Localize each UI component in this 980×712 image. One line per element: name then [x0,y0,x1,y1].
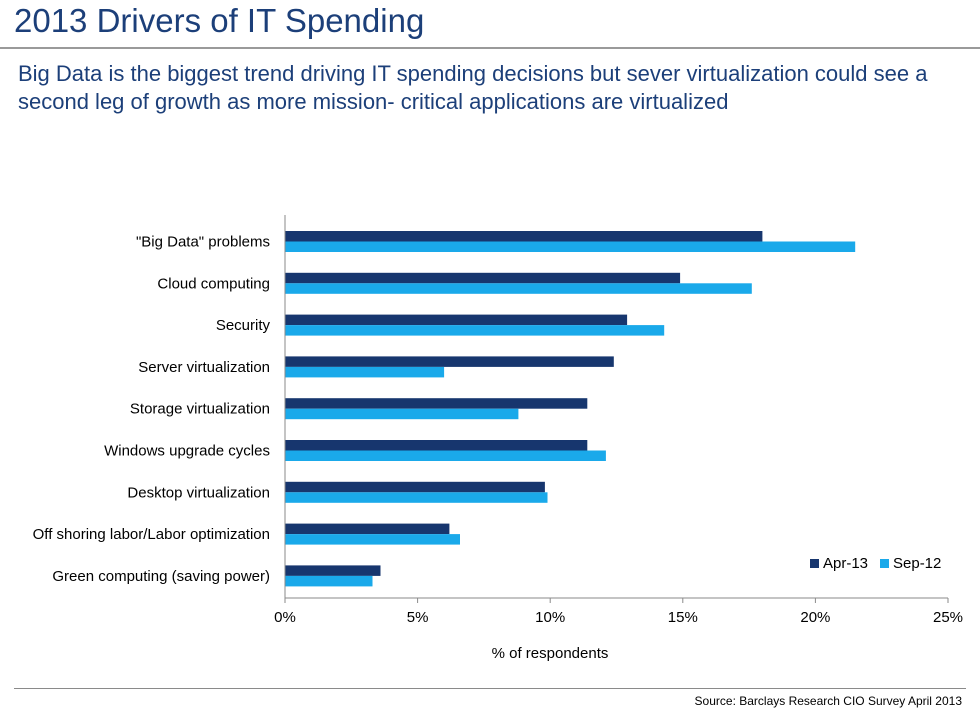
bar-apr-13-4 [285,398,588,409]
bar-sep-12-1 [285,283,752,294]
bar-apr-13-0 [285,231,763,242]
x-tick-label: 10% [535,609,565,626]
bar-sep-12-7 [285,534,460,545]
category-label: Cloud computing [157,275,270,292]
bar-sep-12-4 [285,408,519,420]
category-label: Windows upgrade cycles [104,443,270,460]
bar-sep-12-6 [285,492,548,503]
x-axis-title: % of respondents [492,645,609,662]
bar-sep-12-5 [285,450,606,461]
title-divider [0,47,980,49]
x-tick-label: 25% [933,609,963,626]
legend-label: Apr-13 [823,555,868,572]
footer-divider [14,688,966,689]
bar-apr-13-8 [285,565,381,576]
category-label: Desktop virtualization [127,484,270,501]
legend-swatch-apr-13 [810,559,819,568]
category-label: Storage virtualization [130,401,270,418]
bar-sep-12-3 [285,366,445,378]
source-note: Source: Barclays Research CIO Survey Apr… [694,694,962,708]
bar-sep-12-0 [285,241,856,252]
category-label: Security [216,317,271,334]
page-subtitle: Big Data is the biggest trend driving IT… [18,61,928,114]
category-label: Server virtualization [138,359,270,376]
category-label: Green computing (saving power) [52,568,270,585]
x-tick-label: 5% [407,609,429,626]
bar-apr-13-2 [285,314,628,326]
category-label: "Big Data" problems [136,234,270,251]
legend-swatch-sep-12 [880,559,889,568]
legend-label: Sep-12 [893,555,941,572]
bar-sep-12-2 [285,325,665,336]
page-title: 2013 Drivers of IT Spending [14,2,425,39]
bar-sep-12-8 [285,575,373,587]
x-tick-label: 15% [668,609,698,626]
bar-apr-13-1 [285,272,681,284]
bar-apr-13-5 [285,440,588,451]
x-tick-label: 20% [800,609,830,626]
category-label: Off shoring labor/Labor optimization [33,526,270,543]
bar-apr-13-3 [285,356,614,367]
bar-apr-13-6 [285,481,545,493]
bar-apr-13-7 [285,523,450,535]
x-tick-label: 0% [274,609,296,626]
